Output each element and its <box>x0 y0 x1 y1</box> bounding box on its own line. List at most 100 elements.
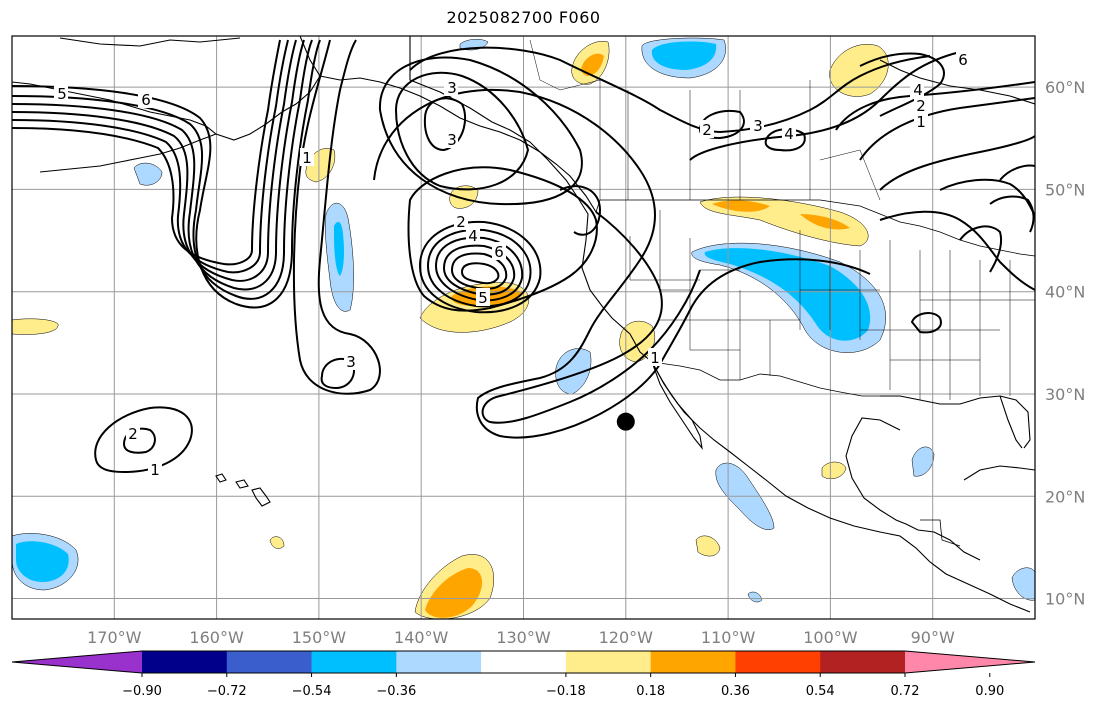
longitude-label: 130°W <box>496 628 551 647</box>
longitude-label: 110°W <box>701 628 756 647</box>
colorbar-segment <box>226 651 313 673</box>
contour-line <box>407 166 598 312</box>
contour-line <box>94 406 193 474</box>
shade-positive-area <box>821 461 847 479</box>
longitude-label: 140°W <box>394 628 449 647</box>
province-lines <box>529 39 881 201</box>
shade-negative-area <box>133 162 163 186</box>
colorbar-extend-high <box>905 651 1035 673</box>
contour-line <box>481 211 701 424</box>
shade-positive-core <box>712 200 770 212</box>
contour-line <box>378 56 583 206</box>
shade-negative-area <box>1011 567 1035 601</box>
colorbar-label: 0.54 <box>806 684 835 699</box>
shade-positive-core <box>581 53 604 76</box>
colorbar-label: −0.36 <box>376 684 416 699</box>
shade-negative-area <box>555 348 592 395</box>
contour-label: 1 <box>650 349 660 367</box>
latitude-label: 50°N <box>1045 180 1085 199</box>
contour-line <box>12 39 321 309</box>
contour-line <box>373 88 871 439</box>
latitude-label: 30°N <box>1045 385 1085 404</box>
contour-label: 3 <box>753 117 763 135</box>
shade-positive-area <box>695 535 721 557</box>
shade-negative-area <box>747 591 763 603</box>
contour-label: 4 <box>468 227 478 245</box>
coastline-gulf <box>845 417 981 561</box>
map-frame <box>11 35 1036 620</box>
map-title: 2025082700 F060 <box>446 8 601 27</box>
contour-line <box>989 195 1035 233</box>
latitude-label: 10°N <box>1045 590 1085 609</box>
latitude-labels: 10°N 20°N 30°N 40°N 50°N 60°N <box>1045 78 1085 608</box>
contour-label: 3 <box>447 131 457 149</box>
contour-label: 1 <box>916 113 926 131</box>
contour-line <box>450 252 508 290</box>
contour-line <box>12 39 289 274</box>
colorbar-segment <box>650 651 736 673</box>
contour-label: 4 <box>913 81 923 99</box>
colorbar-label: 0.18 <box>636 684 665 699</box>
contour-line <box>442 244 516 296</box>
contour-line <box>999 164 1035 181</box>
state-borders <box>529 39 1035 400</box>
contour-label: 4 <box>784 125 794 143</box>
colorbar-extend-low <box>12 651 142 673</box>
colorbar-segment <box>311 651 397 673</box>
colorbar-segment <box>481 651 567 673</box>
longitude-label: 120°W <box>599 628 654 647</box>
shade-negative-core <box>334 221 344 276</box>
coastline-baja <box>651 361 703 450</box>
longitude-label: 170°W <box>87 628 142 647</box>
contour-line <box>434 236 524 302</box>
contour-label: 2 <box>456 213 466 231</box>
border-us-mexico <box>651 361 880 397</box>
graticule <box>12 36 1035 619</box>
contour-labels: 5 6 3 3 2 3 4 4 6 2 1 2 4 6 5 1 3 2 1 <box>54 50 970 479</box>
contour-line <box>12 39 297 282</box>
colorbar-label: −0.18 <box>546 684 586 699</box>
shade-negative-core <box>16 541 69 582</box>
latitude-label: 40°N <box>1045 283 1085 302</box>
latitude-label: 60°N <box>1045 78 1085 97</box>
contour-label: 1 <box>150 461 160 479</box>
contour-line <box>959 225 1002 273</box>
contour-lines <box>12 39 1035 474</box>
shade-negative-core <box>704 248 871 341</box>
coastline-hawaii <box>215 473 271 507</box>
colorbar-label: −0.54 <box>292 684 332 699</box>
contour-label: 6 <box>958 51 968 69</box>
contour-label: 1 <box>302 149 312 167</box>
colorbar-label: 0.36 <box>721 684 750 699</box>
coastlines <box>12 36 1035 613</box>
contour-label: 5 <box>478 289 488 307</box>
contour-label: 3 <box>346 353 356 371</box>
coastline-aleutians <box>39 133 217 173</box>
location-marker <box>616 412 635 431</box>
contour-line <box>859 97 1035 161</box>
contour-line <box>292 39 381 395</box>
contour-line <box>859 52 945 117</box>
colorbar-segment <box>142 651 228 673</box>
colorbar-segment <box>565 651 652 673</box>
latitude-label: 20°N <box>1045 487 1085 506</box>
state-lines <box>629 210 1035 400</box>
shade-positive-core <box>800 214 850 230</box>
shade-positive-area <box>449 185 479 209</box>
coastline-florida <box>999 395 1023 449</box>
shade-positive-core <box>425 568 483 618</box>
shade-positive-area <box>269 536 285 549</box>
colorbar-label: −0.90 <box>122 684 162 699</box>
contour-label: 6 <box>141 91 151 109</box>
contour-line <box>12 39 305 291</box>
contour-label: 6 <box>494 243 504 261</box>
contour-line <box>320 357 355 390</box>
longitude-label: 150°W <box>292 628 347 647</box>
colorbar-segment <box>396 651 482 673</box>
contour-line <box>460 262 500 285</box>
coastline-yucatan <box>963 465 1035 481</box>
longitude-labels: 170°W 160°W 150°W 140°W 130°W 120°W 110°W 100°W… <box>87 628 955 647</box>
contour-line <box>12 39 281 266</box>
colorbar-label: −0.72 <box>207 684 247 699</box>
shade-negative-area <box>911 446 935 477</box>
